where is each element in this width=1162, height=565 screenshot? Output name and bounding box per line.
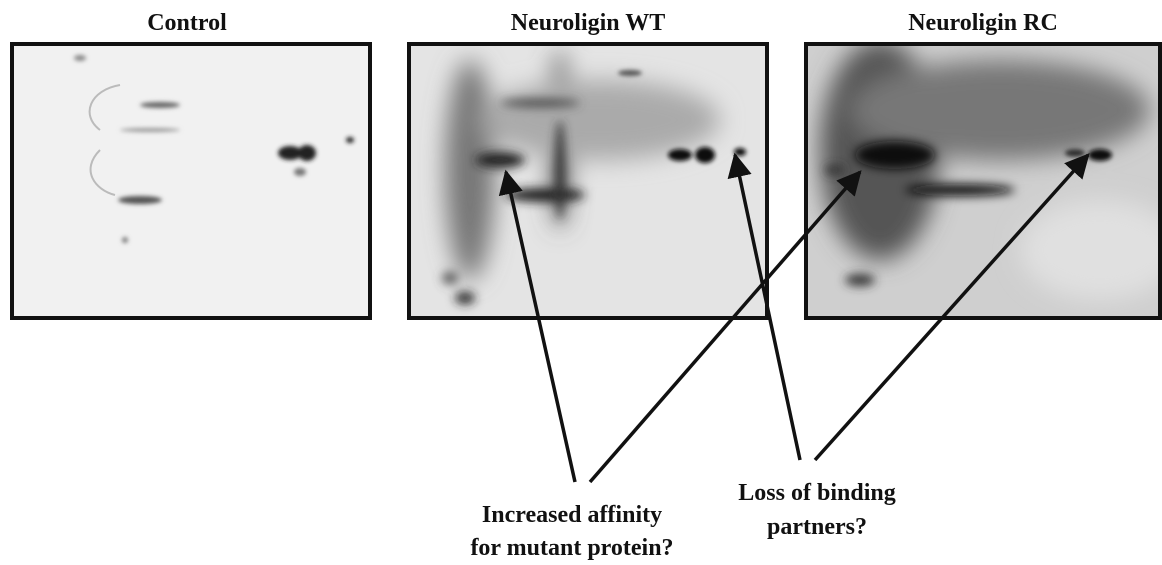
panel-frame bbox=[10, 42, 372, 320]
panel-title: Neuroligin RC bbox=[908, 10, 1058, 36]
annotation-line: Loss of binding bbox=[738, 480, 895, 506]
arrow bbox=[727, 152, 802, 461]
panel-title: Control bbox=[147, 10, 227, 36]
gel-wt bbox=[409, 44, 767, 318]
gel-rc bbox=[806, 44, 1160, 318]
gel-control bbox=[12, 44, 370, 318]
annotation-line: for mutant protein? bbox=[470, 535, 673, 561]
panel-frame bbox=[804, 42, 1162, 320]
arrows bbox=[498, 152, 1090, 484]
arrow bbox=[498, 169, 577, 483]
annotation-line: Increased affinity bbox=[482, 502, 662, 528]
arrow bbox=[813, 153, 1090, 462]
arrow bbox=[588, 170, 862, 484]
panel-frame bbox=[407, 42, 769, 320]
annotation-line: partners? bbox=[767, 514, 867, 540]
panel-title: Neuroligin WT bbox=[511, 10, 665, 36]
